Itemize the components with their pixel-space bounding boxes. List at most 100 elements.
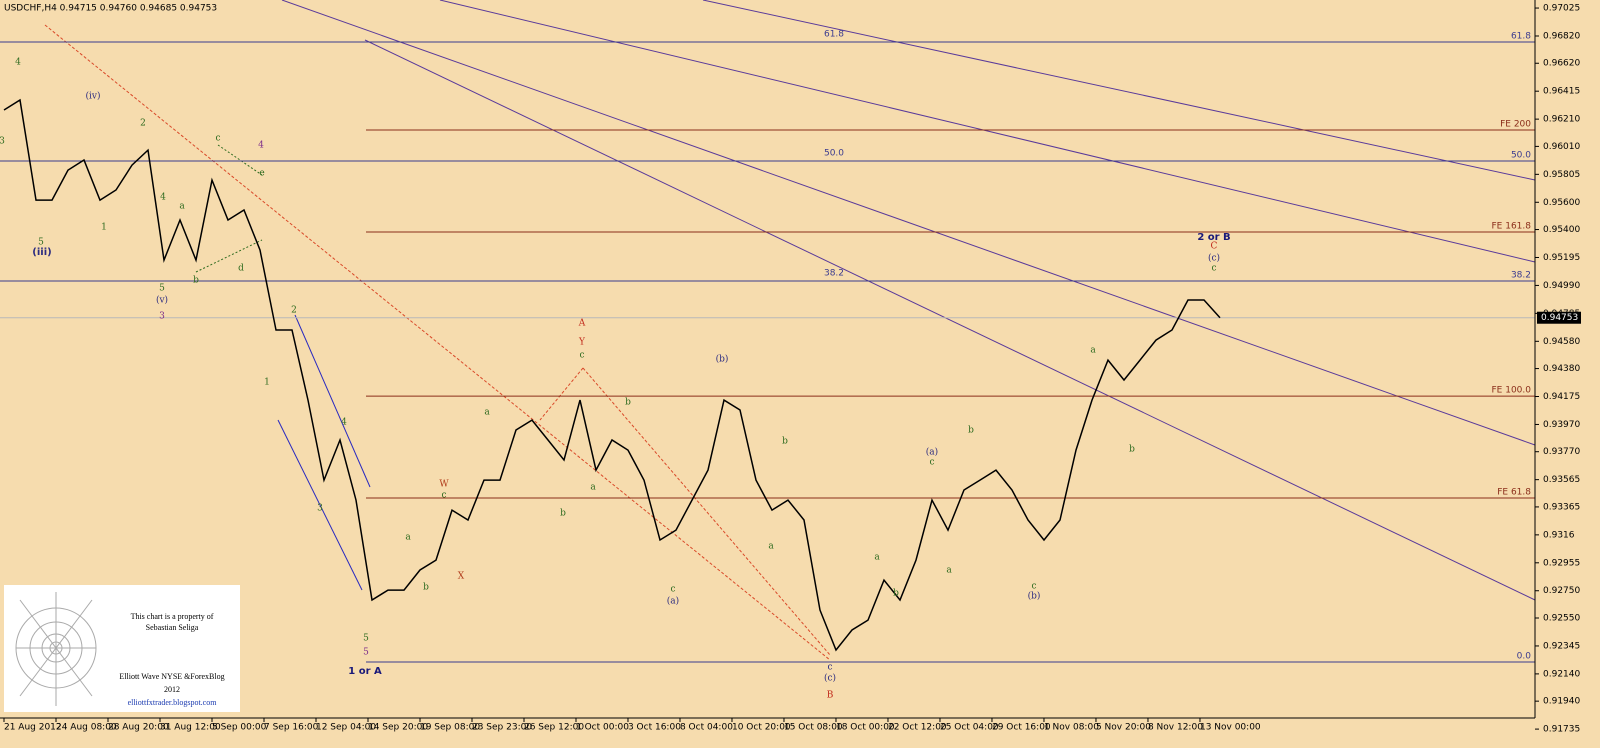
wave-label: a — [590, 483, 596, 493]
x-tick-label: 14 Sep 20:00 — [368, 723, 428, 733]
wave-label: C — [1211, 242, 1218, 252]
wave-label: 4 — [341, 418, 347, 428]
logo-year: 2012 — [164, 685, 180, 694]
y-tick-label: 0.95400 — [1543, 225, 1580, 235]
wave-label: (c) — [1208, 253, 1220, 264]
x-tick-label: 3 Oct 16:00 — [628, 723, 681, 733]
trend-line — [702, 0, 1536, 181]
y-tick-label: 0.93365 — [1543, 502, 1580, 512]
wave-label: 3 — [317, 504, 323, 514]
channel-line — [44, 24, 831, 661]
trend-line — [281, 0, 1536, 446]
logo-url: elliottfxtrader.blogspot.com — [128, 698, 218, 707]
wave-label: a — [1090, 346, 1096, 356]
y-tick-label: 0.95600 — [1543, 198, 1580, 208]
wave-label: 4 — [160, 193, 166, 203]
wave-label: 5 — [363, 648, 369, 658]
wave-label: c — [929, 458, 934, 468]
logo-name: Sebastian Seliga — [146, 623, 199, 632]
wave-label: (iv) — [86, 91, 101, 102]
wave-label: Y — [578, 338, 586, 348]
y-tick-label: 0.94580 — [1543, 337, 1580, 347]
wave-label: a — [874, 553, 880, 563]
level-label: 50.0 — [1511, 150, 1531, 160]
wave-label: b — [893, 589, 899, 599]
channel-line — [582, 367, 831, 656]
wave-label: b — [1129, 445, 1135, 455]
y-tick-label: 0.92955 — [1543, 558, 1580, 568]
level-label: FE 61.8 — [1497, 488, 1531, 498]
logo-owner: This chart is a property of — [131, 612, 214, 621]
x-tick-label: 13 Nov 00:00 — [1200, 723, 1261, 733]
y-tick-label: 0.93770 — [1543, 447, 1580, 457]
wedge-line — [277, 419, 363, 591]
x-tick-label: 5 Nov 20:00 — [1096, 723, 1151, 733]
trend-line — [364, 39, 1536, 601]
y-tick-label: 0.95195 — [1543, 253, 1580, 263]
y-tick-label: 0.96620 — [1543, 59, 1580, 69]
wave-label: 3 — [159, 312, 165, 322]
wave-label: a — [405, 533, 411, 543]
wave-label: (b) — [1028, 591, 1041, 602]
wave-label: 1 — [101, 223, 107, 233]
y-tick-label: 0.96820 — [1543, 31, 1580, 41]
level-label: 38.2 — [824, 269, 844, 279]
y-tick-label: 0.96415 — [1543, 87, 1580, 97]
x-tick-label: 31 Aug 12:00 — [160, 723, 221, 733]
wave-label: 2 — [291, 306, 297, 316]
wave-label: b — [560, 509, 566, 519]
level-label: FE 161.8 — [1492, 221, 1532, 231]
wave-label: c — [1031, 582, 1036, 592]
wedge-line — [294, 314, 371, 488]
level-label: FE 200 — [1500, 120, 1531, 130]
wave-label: d — [238, 264, 244, 274]
wave-label: c — [670, 585, 675, 595]
wave-label: X — [458, 572, 465, 582]
logo-blog: Elliott Wave NYSE &ForexBlog — [119, 672, 224, 681]
x-tick-label: 10 Oct 20:00 — [732, 723, 791, 733]
wave-label: b — [193, 276, 199, 286]
level-label: 38.2 — [1511, 271, 1531, 281]
wave-label: (b) — [716, 354, 729, 365]
x-tick-label: 1 Oct 00:00 — [576, 723, 629, 733]
wave-label: W — [439, 480, 449, 490]
plot: 0.97025 0.96820 0.96620 0.96415 0.96210 0.960… — [0, 4, 1581, 735]
triangle-line — [217, 144, 263, 176]
x-tick-label: 22 Oct 12:00 — [888, 723, 947, 733]
x-tick-label: 29 Oct 16:00 — [992, 723, 1051, 733]
y-tick-label: 0.92345 — [1543, 641, 1580, 651]
x-tick-label: 5 Sep 00:00 — [212, 723, 267, 733]
y-tick-label: 0.92140 — [1543, 669, 1580, 679]
trend-lines — [44, 0, 1536, 661]
y-tick-label: 0.95805 — [1543, 170, 1580, 180]
wave-label: 5 — [363, 634, 369, 644]
wave-label: b — [782, 437, 788, 447]
y-tick-label: 0.91735 — [1543, 725, 1580, 735]
trend-line — [439, 0, 1536, 263]
x-tick-label: 25 Oct 04:00 — [940, 723, 999, 733]
wave-label: a — [179, 202, 185, 212]
wave-label: 2 — [140, 119, 146, 129]
wave-label: c — [827, 663, 832, 673]
x-tick-label: 7 Sep 16:00 — [264, 723, 319, 733]
wave-label: c — [215, 134, 220, 144]
x-tick-label: 18 Oct 00:00 — [836, 723, 895, 733]
wave-label: 5 — [38, 238, 44, 248]
wave-label: b — [625, 398, 631, 408]
wave-label: 4 — [258, 141, 264, 151]
x-tick-label: 24 Aug 08:00 — [56, 723, 117, 733]
logo: This chart is a property of Sebastian Se… — [4, 585, 240, 712]
x-tick-label: 12 Sep 04:00 — [316, 723, 376, 733]
y-tick-label: 0.94175 — [1543, 392, 1580, 402]
wave-label: 1 — [264, 378, 270, 388]
wave-label: c — [441, 491, 446, 501]
x-tick-label: 8 Oct 04:00 — [680, 723, 733, 733]
wave-label: B — [827, 691, 834, 701]
wave-label: A — [578, 319, 586, 329]
x-tick-label: 19 Sep 08:00 — [420, 723, 480, 733]
wave-label: a — [946, 566, 952, 576]
y-tick-label: 0.96210 — [1543, 115, 1580, 125]
level-label: 61.8 — [824, 29, 844, 39]
